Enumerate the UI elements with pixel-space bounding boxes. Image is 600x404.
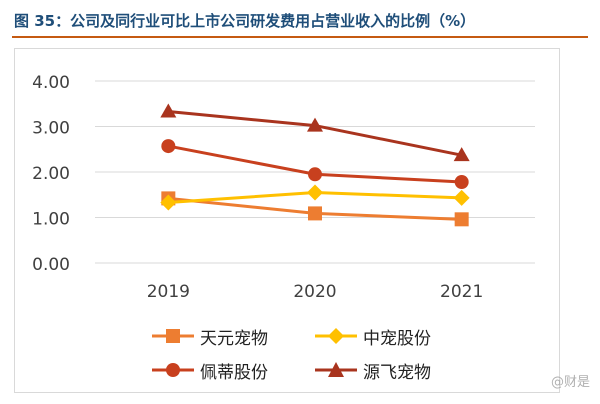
legend-item-yuanfei: 源飞宠物	[313, 356, 431, 384]
y-tick-label: 1.00	[32, 210, 70, 230]
title-divider	[12, 36, 588, 38]
legend-label-peidi: 佩蒂股份	[200, 362, 268, 383]
chart-title: 图 35：公司及同行业可比上市公司研发费用占营业收入的比例（%）	[14, 12, 476, 30]
data-point-diamond	[160, 194, 177, 211]
chart-legend: 天元宠物 中宠股份 佩蒂股份 源飞宠物	[150, 322, 480, 386]
legend-label-tianyuan: 天元宠物	[200, 328, 268, 349]
legend-swatch-zhongchong	[315, 328, 357, 344]
legend-swatch-yuanfei	[315, 362, 357, 377]
data-point-square	[454, 212, 469, 227]
data-point-diamond	[453, 189, 470, 206]
legend-swatch-tianyuan	[152, 329, 194, 343]
y-tick-label: 2.00	[32, 164, 70, 184]
legend-item-zhongchong: 中宠股份	[313, 322, 431, 350]
data-point-triangle	[160, 103, 177, 118]
y-tick-label: 0.00	[32, 255, 70, 275]
x-tick-label: 2019	[147, 282, 190, 302]
data-point-triangle	[307, 117, 323, 132]
legend-item-peidi: 佩蒂股份	[150, 356, 268, 384]
legend-label-zhongchong: 中宠股份	[363, 328, 431, 349]
chart-frame	[14, 48, 560, 393]
y-tick-label: 4.00	[32, 73, 70, 93]
watermark-text: @财是	[550, 375, 590, 390]
y-tick-label: 3.00	[32, 119, 70, 139]
data-point-diamond	[307, 184, 323, 201]
x-tick-label: 2021	[440, 282, 483, 302]
data-point-circle	[454, 175, 469, 190]
x-tick-label: 2020	[293, 282, 336, 302]
data-point-triangle	[453, 147, 470, 162]
legend-label-yuanfei: 源飞宠物	[363, 362, 431, 383]
data-point-circle	[308, 167, 322, 182]
legend-swatch-peidi	[152, 363, 194, 377]
data-point-circle	[161, 139, 176, 154]
data-point-square	[308, 206, 322, 221]
legend-item-tianyuan: 天元宠物	[150, 322, 268, 350]
